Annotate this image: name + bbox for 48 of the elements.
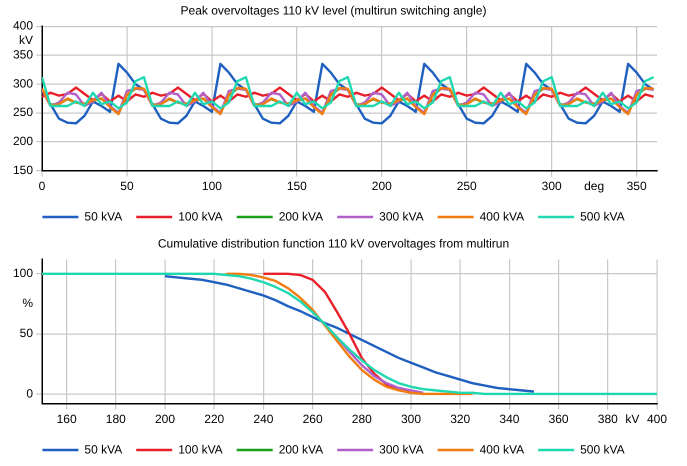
x-tick-label: 200 <box>155 412 176 426</box>
legend-label: 50 kVA <box>84 442 122 456</box>
x-tick-label: 100 <box>202 179 222 194</box>
legend-label: 500 kVA <box>580 209 625 224</box>
y-tick-label: 150 <box>12 162 34 177</box>
legend-label: 500 kVA <box>580 442 625 456</box>
x-tick-label: 50 <box>120 179 134 194</box>
x-tick-label: 400 <box>646 412 668 426</box>
legend-label: 200 kVA <box>278 442 324 456</box>
x-tick-label: 260 <box>302 412 323 426</box>
x-tick-label: 0 <box>38 179 46 194</box>
y-tick-label: 350 <box>12 48 34 62</box>
legend-label: 400 kVA <box>480 442 524 456</box>
x-tick-label: 280 <box>352 412 372 426</box>
x-tick-label: 220 <box>204 412 225 426</box>
y-tick-label: 100 <box>12 266 34 280</box>
legend-label: 300 kVA <box>379 209 424 224</box>
x-tick-label: 380 <box>598 412 618 426</box>
legend-label: 400 kVA <box>480 209 524 224</box>
x-tick-label: 180 <box>106 412 126 426</box>
y-tick-label: 0 <box>26 386 34 400</box>
y-axis-title: kV <box>19 33 34 48</box>
legend-label: 100 kVA <box>178 209 223 224</box>
x-tick-label: 320 <box>450 412 471 426</box>
legend-label: 100 kVA <box>178 442 223 456</box>
x-axis-title: deg <box>584 179 604 194</box>
x-axis-title: kV <box>625 412 640 426</box>
chart-title: Cumulative distribution function 110 kV overvoltages from multirun <box>158 236 510 251</box>
y-tick-label: 200 <box>12 134 34 148</box>
legend-label: 50 kVA <box>84 209 122 224</box>
y-tick-label: 250 <box>12 105 34 120</box>
x-tick-label: 250 <box>456 179 478 194</box>
legend-label: 300 kVA <box>379 442 424 456</box>
x-tick-label: 340 <box>499 412 520 426</box>
x-tick-label: 240 <box>253 412 274 426</box>
x-tick-label: 350 <box>626 179 647 194</box>
y-tick-label: 400 <box>12 18 34 33</box>
y-tick-label: 300 <box>12 76 34 90</box>
x-tick-label: 200 <box>372 179 392 194</box>
chart-title: Peak overvoltages 110 kV level (multirun switching angle) <box>180 4 486 18</box>
x-tick-label: 160 <box>56 412 77 426</box>
y-tick-label: 50 <box>20 326 34 340</box>
x-tick-label: 150 <box>286 179 308 194</box>
y-axis-title: % <box>22 296 34 310</box>
x-tick-label: 300 <box>542 179 562 194</box>
x-tick-label: 360 <box>548 412 569 426</box>
x-tick-label: 300 <box>400 412 422 426</box>
legend-label: 200 kVA <box>278 209 324 224</box>
